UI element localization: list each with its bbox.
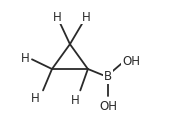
Text: H: H — [31, 92, 40, 105]
Text: H: H — [21, 52, 29, 65]
Text: B: B — [104, 70, 112, 83]
Text: H: H — [81, 11, 90, 24]
Text: H: H — [70, 94, 79, 107]
Text: H: H — [52, 11, 61, 24]
Text: OH: OH — [122, 55, 140, 68]
Text: OH: OH — [99, 100, 117, 113]
